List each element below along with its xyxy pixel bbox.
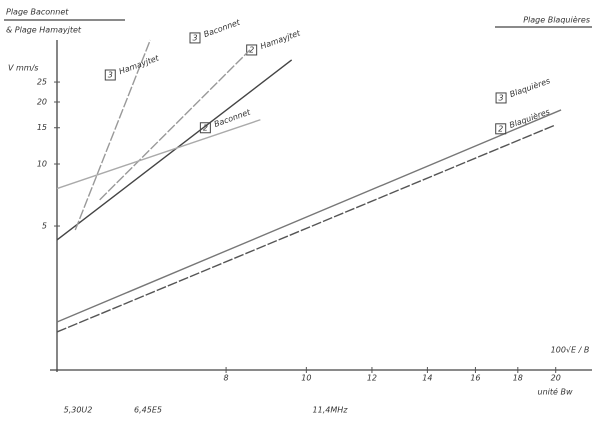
annotation: 6,45E5	[134, 406, 162, 415]
tag-box	[104, 69, 116, 81]
x-tick-label: 18	[513, 374, 523, 383]
tag-box	[199, 122, 211, 134]
series-label: Baconnet	[202, 17, 241, 39]
x-unit: unité Bw	[538, 387, 573, 397]
tag-box	[189, 32, 201, 44]
series-label: Hamayjtet	[259, 28, 302, 51]
y-tick-label: 15	[37, 123, 47, 132]
series-label: Blaquières	[508, 75, 551, 99]
tag-box	[495, 123, 507, 135]
annotation: 11,4MHz	[313, 406, 349, 415]
x-tick-label: 8	[224, 374, 229, 383]
series-tag: 2	[249, 45, 254, 54]
x-tick-label: 16	[470, 374, 480, 383]
annotation: 5,30U2	[64, 406, 93, 415]
series-tag: 2	[203, 123, 208, 132]
y-tick-label: 10	[37, 160, 47, 169]
y-tick-label: 20	[37, 98, 47, 107]
series-tag: 3	[108, 71, 113, 80]
series-line	[74, 39, 151, 231]
series-line	[56, 119, 261, 190]
series-label: Baconnet	[213, 107, 252, 129]
series-line	[56, 124, 556, 333]
series-line	[56, 59, 293, 241]
series-tag: 3	[499, 93, 504, 102]
x-axis-label: 100√E / B	[551, 346, 590, 355]
x-tick-label: 10	[301, 374, 311, 383]
series-tag: 3	[192, 33, 197, 42]
x-tick-label: 12	[367, 374, 377, 383]
right-title: Plage Blaquières	[523, 15, 590, 25]
series-line	[99, 49, 251, 201]
tag-box	[246, 44, 258, 56]
series-tag: 2	[498, 124, 503, 133]
y-axis-label: V mm/s	[8, 64, 38, 73]
series-label: Blaquières	[508, 106, 551, 130]
series-line	[56, 109, 562, 323]
chart-subtitle: & Plage Hamayjtet	[6, 26, 82, 35]
y-tick-label: 5	[42, 222, 47, 231]
y-tick-label: 25	[37, 78, 47, 87]
tag-box	[495, 92, 507, 104]
x-tick-label: 14	[422, 374, 432, 383]
chart-title: Plage Baconnet	[6, 8, 69, 17]
x-tick-label: 20	[551, 374, 561, 383]
series-label: Hamayjtet	[118, 53, 161, 76]
